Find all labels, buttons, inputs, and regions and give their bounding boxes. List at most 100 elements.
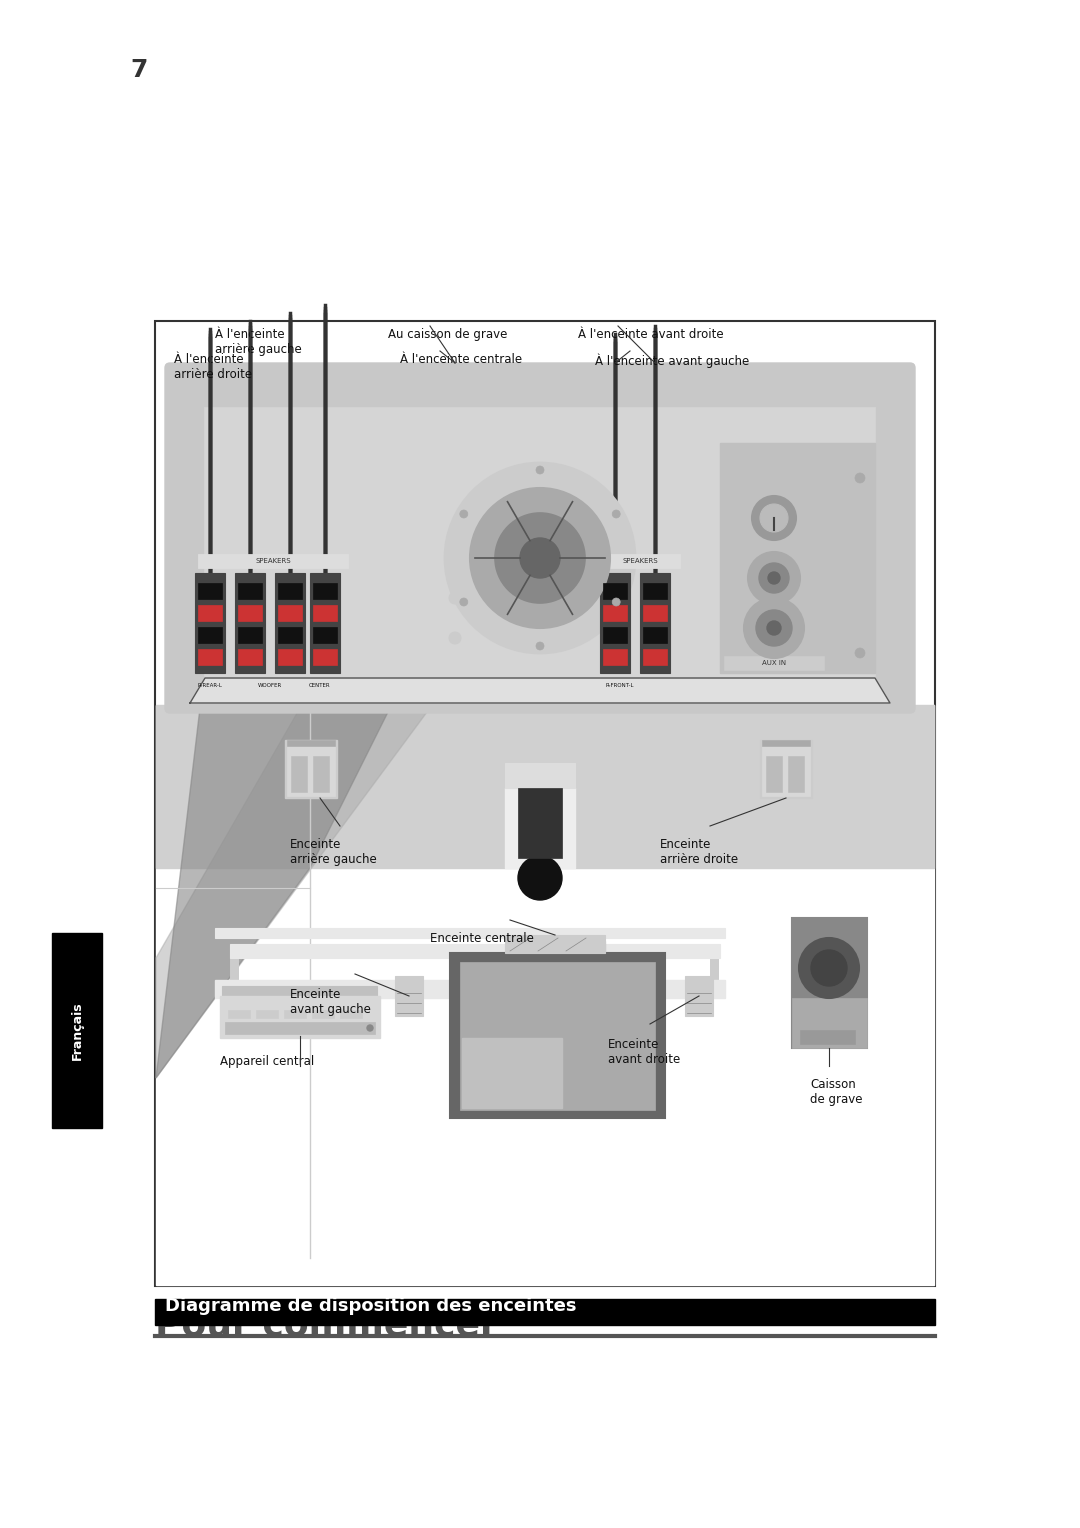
Bar [198, 626, 222, 643]
Text: À l'enceinte avant droite: À l'enceinte avant droite [578, 329, 724, 341]
Bar [760, 740, 812, 798]
Text: Enceinte
arrière droite: Enceinte arrière droite [660, 837, 738, 866]
Circle shape [518, 856, 562, 900]
Bar [220, 996, 380, 1038]
Bar [505, 762, 575, 788]
Bar [230, 944, 720, 958]
Bar [762, 746, 810, 796]
Bar [238, 649, 262, 665]
Bar [198, 584, 222, 599]
Bar [278, 584, 302, 599]
Bar [198, 649, 222, 665]
Circle shape [460, 597, 468, 607]
Bar [340, 1010, 362, 1018]
Bar [310, 573, 340, 672]
Bar [450, 953, 665, 1118]
Bar [603, 626, 627, 643]
Circle shape [744, 597, 804, 659]
Bar [643, 605, 667, 620]
Circle shape [445, 463, 635, 652]
Text: À l'enceinte centrale: À l'enceinte centrale [400, 353, 522, 367]
Bar [792, 918, 867, 1048]
Bar [766, 756, 782, 792]
Bar [215, 979, 725, 998]
Polygon shape [156, 707, 430, 1077]
Text: À l'enceinte
arrière droite: À l'enceinte arrière droite [174, 353, 252, 380]
Bar [287, 746, 335, 796]
Text: SPEAKERS: SPEAKERS [622, 558, 658, 564]
Text: Pour commencer: Pour commencer [156, 1309, 498, 1343]
Circle shape [612, 510, 620, 518]
Bar [238, 584, 262, 599]
Circle shape [760, 504, 788, 532]
Text: SPEAKERS: SPEAKERS [255, 558, 291, 564]
Bar [603, 605, 627, 620]
Circle shape [768, 571, 780, 584]
Text: R-FRONT-L: R-FRONT-L [606, 683, 634, 688]
Polygon shape [190, 678, 890, 703]
Bar [518, 788, 562, 859]
Text: Appareil central: Appareil central [220, 1054, 314, 1068]
Polygon shape [156, 707, 390, 1077]
Circle shape [470, 487, 610, 628]
Bar [395, 976, 423, 1016]
Bar [530, 941, 605, 953]
Circle shape [536, 466, 544, 474]
Bar [490, 958, 498, 979]
Circle shape [811, 950, 847, 986]
Bar [238, 605, 262, 620]
Bar [724, 656, 824, 669]
Bar [603, 584, 627, 599]
Bar [313, 649, 337, 665]
Text: Enceinte
avant gauche: Enceinte avant gauche [291, 989, 370, 1016]
Text: 7: 7 [130, 58, 147, 83]
Bar [278, 649, 302, 665]
Bar [284, 1010, 306, 1018]
Text: Diagramme de disposition des enceintes: Diagramme de disposition des enceintes [165, 1297, 577, 1316]
Circle shape [612, 597, 620, 607]
Circle shape [748, 552, 800, 604]
Bar [156, 704, 934, 1285]
Bar [238, 626, 262, 643]
Circle shape [536, 642, 544, 649]
Bar [505, 788, 575, 868]
Circle shape [759, 562, 789, 593]
Bar [800, 1030, 855, 1044]
FancyBboxPatch shape [165, 364, 915, 714]
Bar [685, 976, 713, 1016]
Bar [156, 1299, 935, 1325]
Circle shape [756, 610, 792, 646]
Bar [198, 605, 222, 620]
Bar [230, 958, 238, 979]
Bar [643, 649, 667, 665]
Bar [52, 934, 102, 1128]
Bar [287, 740, 335, 746]
Bar [788, 756, 804, 792]
Bar [313, 584, 337, 599]
Bar [235, 573, 265, 672]
Bar [198, 555, 348, 568]
Bar [225, 1022, 375, 1034]
Bar [285, 740, 337, 798]
Text: WOOFER: WOOFER [258, 683, 282, 688]
Bar [222, 986, 377, 996]
Bar [640, 573, 670, 672]
Bar [312, 1010, 334, 1018]
Bar [600, 555, 680, 568]
Bar [313, 605, 337, 620]
Text: Français: Français [70, 1002, 83, 1060]
Text: AUX IN: AUX IN [761, 660, 786, 666]
Circle shape [460, 510, 468, 518]
Bar [643, 584, 667, 599]
Bar [762, 740, 810, 746]
Text: À l'enceinte
arrière gauche: À l'enceinte arrière gauche [215, 329, 301, 356]
Text: Enceinte
arrière gauche: Enceinte arrière gauche [291, 837, 377, 866]
Bar [462, 1038, 562, 1108]
Bar [313, 626, 337, 643]
Circle shape [752, 497, 796, 539]
Text: À l'enceinte avant gauche: À l'enceinte avant gauche [595, 353, 750, 368]
Text: CENTER: CENTER [309, 683, 330, 688]
Bar [460, 963, 654, 1109]
Bar [195, 573, 225, 672]
Circle shape [449, 591, 461, 604]
